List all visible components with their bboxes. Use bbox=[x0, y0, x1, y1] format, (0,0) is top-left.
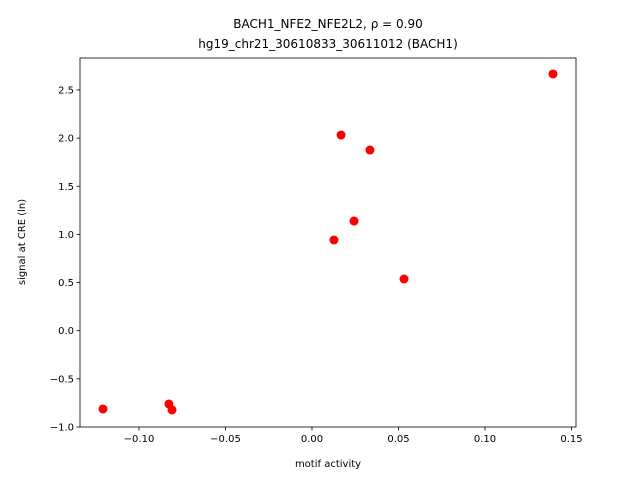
point bbox=[329, 235, 339, 245]
y-axis-label: signal at CRE (ln) bbox=[17, 199, 28, 285]
y-tick-label: 1.0 bbox=[58, 230, 74, 241]
point bbox=[548, 69, 558, 79]
y-tick-label: 2.5 bbox=[58, 85, 74, 96]
plot-frame bbox=[79, 57, 577, 428]
point bbox=[98, 404, 108, 414]
chart-subtitle: hg19_chr21_30610833_30611012 (BACH1) bbox=[198, 37, 458, 51]
y-tick-label: −1.0 bbox=[50, 423, 74, 434]
y-tick-label: 0.5 bbox=[58, 278, 74, 289]
y-tick-label: 0.0 bbox=[58, 326, 74, 337]
point bbox=[399, 274, 409, 284]
x-tick-label: 0.00 bbox=[301, 434, 323, 445]
y-tick-label: 1.5 bbox=[58, 182, 74, 193]
x-tick-label: −0.10 bbox=[124, 434, 155, 445]
point bbox=[365, 145, 375, 155]
x-axis-label: motif activity bbox=[295, 459, 361, 470]
point bbox=[349, 216, 359, 226]
y-tick-label: 2.0 bbox=[58, 134, 74, 145]
x-tick-label: 0.15 bbox=[560, 434, 582, 445]
point bbox=[336, 130, 346, 140]
x-tick-label: −0.05 bbox=[210, 434, 241, 445]
x-tick-label: 0.05 bbox=[387, 434, 409, 445]
x-tick-label: 0.10 bbox=[474, 434, 496, 445]
y-tick-label: −0.5 bbox=[50, 374, 74, 385]
point bbox=[167, 405, 177, 415]
chart-title: BACH1_NFE2_NFE2L2, ρ = 0.90 bbox=[233, 17, 422, 31]
